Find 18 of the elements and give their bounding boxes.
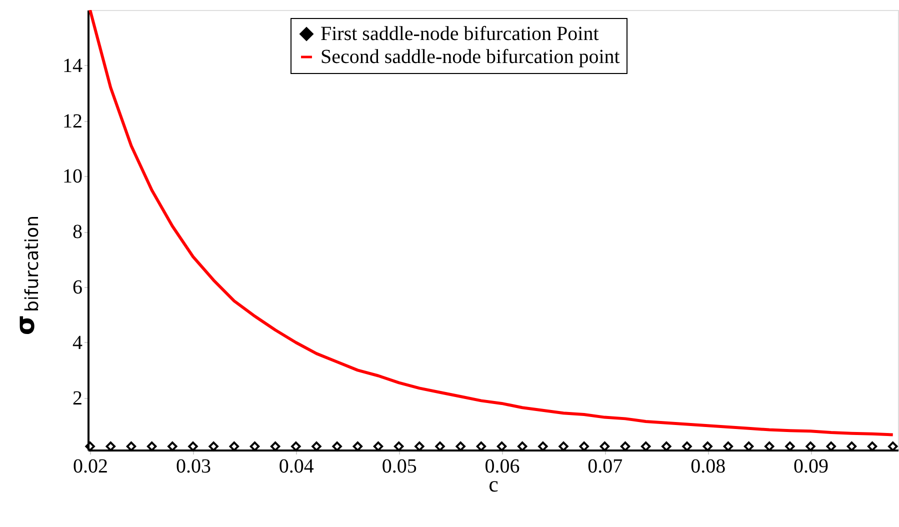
legend-label: Second saddle-node bifurcation point <box>320 46 620 68</box>
y-axis-title: σbifurcation <box>11 215 43 336</box>
line-series <box>88 10 894 436</box>
y-tick-label: 6 <box>72 276 82 299</box>
x-tick-label: 0.03 <box>176 456 211 478</box>
legend-label: First saddle-node bifurcation Point <box>320 23 600 45</box>
y-tick-label: 10 <box>62 166 82 188</box>
y-tick-label: 8 <box>72 221 82 244</box>
x-tick-label: 0.09 <box>794 456 829 478</box>
x-tick-label: 0.05 <box>382 456 417 478</box>
x-tick-label: 0.02 <box>73 456 108 478</box>
x-tick-label: 0.07 <box>588 456 623 478</box>
x-tick-label: 0.04 <box>278 456 314 478</box>
y-tick-label: 4 <box>72 332 82 354</box>
x-tick-label: 0.08 <box>690 456 726 478</box>
y-tick-label: 2 <box>72 387 82 410</box>
y-tick-label: 14 <box>62 54 82 77</box>
y-tick-label: 12 <box>62 110 82 132</box>
